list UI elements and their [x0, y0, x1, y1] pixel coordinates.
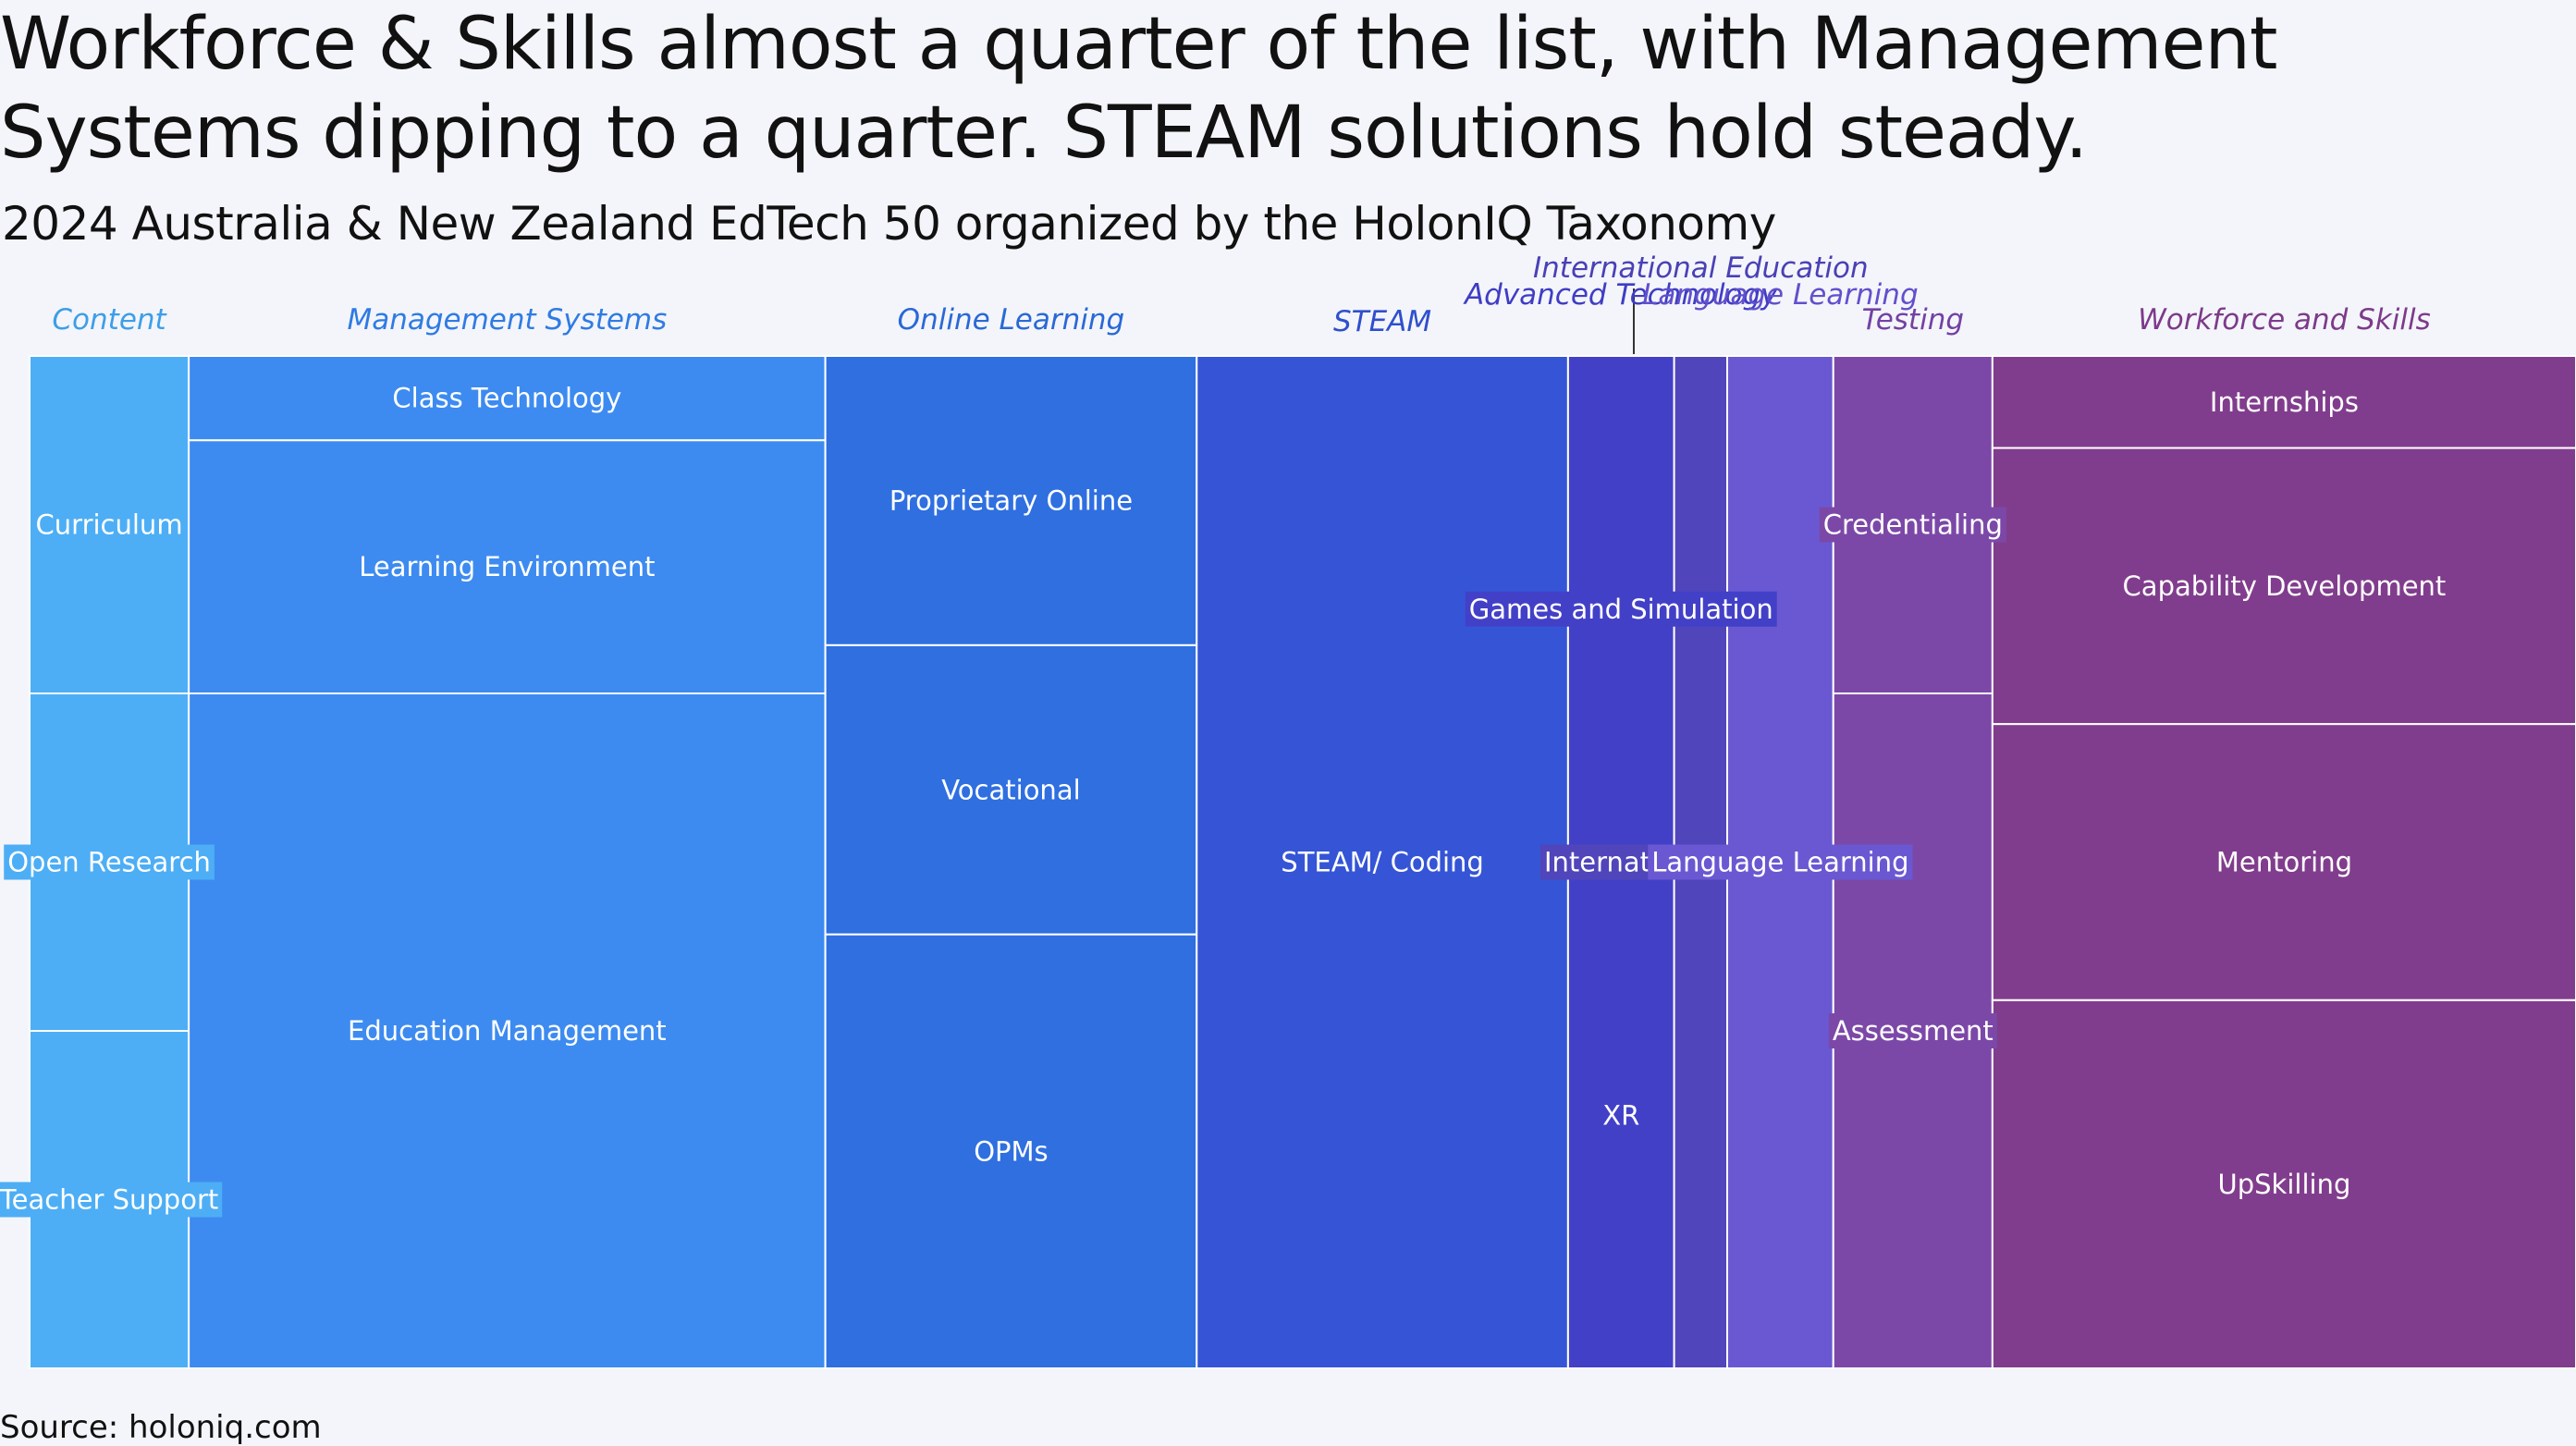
- cell-label-assessment: Assessment: [1833, 1015, 1993, 1047]
- cell-label-internships: Internships: [2210, 386, 2359, 418]
- cell-mentoring[interactable]: [1991, 723, 2576, 1001]
- cell-label-class-technology: Class Technology: [392, 383, 621, 414]
- cell-label-capability-development: Capability Development: [2123, 570, 2447, 602]
- cell-label-assessment-bg: [1828, 1013, 1997, 1048]
- category-label-language-learning: Language Learning: [1642, 278, 1919, 312]
- cell-label-open-research: Open Research: [7, 847, 211, 878]
- cell-label-games-and-simulation-bg: [1465, 591, 1777, 627]
- category-label-advanced-technology: Advanced Technology: [1463, 278, 1778, 312]
- cell-proprietary-online[interactable]: [824, 355, 1198, 646]
- category-label-testing: Testing: [1862, 303, 1964, 337]
- cell-label-proprietary-online: Proprietary Online: [889, 484, 1133, 516]
- category-steam: [1196, 355, 1569, 1369]
- cell-label-credentialing-bg: [1819, 507, 2006, 543]
- cell-label-upskilling: UpSkilling: [2218, 1169, 2351, 1200]
- cell-label-mentoring: Mentoring: [2216, 847, 2352, 878]
- cell-capability-development[interactable]: [1991, 447, 2576, 726]
- cell-opms[interactable]: [824, 933, 1198, 1369]
- cell-label-language-learning-bg: [1648, 844, 1913, 880]
- category-label-workforce-and-skills: Workforce and Skills: [2138, 303, 2431, 337]
- source-note: Source: holoniq.com: [0, 1409, 322, 1446]
- cell-internships[interactable]: [1991, 355, 2576, 449]
- cell-label-language-learning: Language Learning: [1651, 847, 1908, 878]
- cell-label-open-research-bg: [4, 844, 215, 880]
- cell-vocational[interactable]: [824, 643, 1198, 936]
- cell-label-xr: XR: [1602, 1099, 1639, 1131]
- category-label-online-learning: Online Learning: [898, 303, 1125, 337]
- cell-label-learning-environment: Learning Environment: [359, 551, 655, 582]
- category-label-management-systems: Management Systems: [347, 303, 667, 337]
- category-online-learning: [824, 355, 1198, 1369]
- cell-label-steam-coding: STEAM/ Coding: [1281, 847, 1484, 878]
- cell-upskilling[interactable]: [1991, 999, 2576, 1370]
- category-label-international-education: International Education: [1533, 251, 1869, 285]
- chart-title: Workforce & Skills almost a quarter of t…: [0, 3, 2278, 175]
- category-label-content: Content: [52, 303, 167, 337]
- cell-label-credentialing: Credentialing: [1823, 509, 2003, 541]
- category-label-steam: STEAM: [1333, 305, 1431, 338]
- category-workforce-and-skills: [1991, 355, 2576, 1370]
- cell-label-teacher-support-bg: [0, 1182, 223, 1218]
- cell-label-education-management: Education Management: [348, 1015, 667, 1047]
- cell-education-management[interactable]: [188, 692, 827, 1369]
- cell-label-teacher-support: Teacher Support: [0, 1184, 218, 1216]
- cell-label-curriculum: Curriculum: [36, 509, 183, 541]
- category-management-systems: [188, 355, 827, 1369]
- cell-label-games-and-simulation: Games and Simulation: [1469, 594, 1773, 625]
- cell-label-opms: OPMs: [974, 1135, 1048, 1167]
- cell-label-vocational: Vocational: [941, 774, 1080, 805]
- chart-subtitle: 2024 Australia & New Zealand EdTech 50 o…: [2, 197, 1776, 251]
- cell-steam-coding[interactable]: [1196, 355, 1569, 1369]
